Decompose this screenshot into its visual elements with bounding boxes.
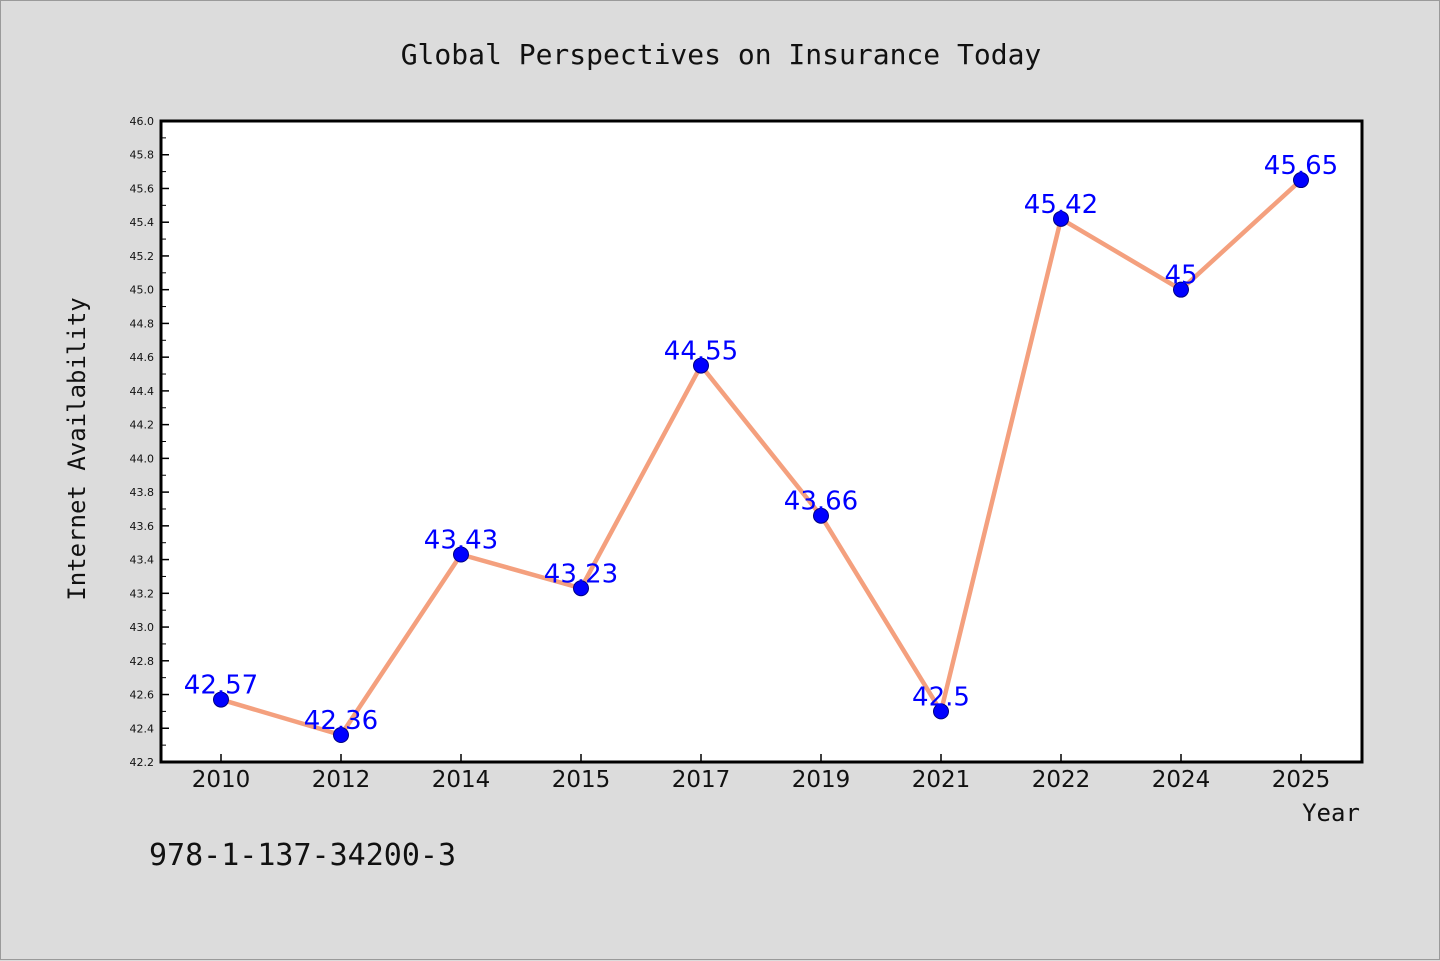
- footnote-isbn: 978-1-137-34200-3: [149, 838, 456, 873]
- data-label: 44.55: [664, 337, 738, 367]
- series-line: [220, 178, 1303, 738]
- data-label: 43.66: [784, 487, 858, 517]
- data-point: [1053, 210, 1069, 227]
- data-point: [213, 691, 229, 708]
- x-tick-label: 2019: [792, 767, 851, 793]
- y-tick-label: 44.8: [130, 317, 155, 330]
- y-tick-label: 42.8: [130, 655, 155, 668]
- chart-title: Global Perspectives on Insurance Today: [401, 38, 1042, 71]
- data-point: [573, 580, 589, 597]
- data-label: 42.36: [304, 706, 378, 736]
- y-tick-label: 42.6: [130, 689, 155, 702]
- y-tick-label: 43.8: [130, 486, 155, 499]
- y-tick-label: 44.6: [130, 351, 155, 364]
- data-point: [453, 546, 469, 563]
- y-axis-label: Internet Availability: [63, 297, 91, 600]
- data-point: [333, 727, 349, 744]
- y-tick-label: 45.4: [130, 216, 155, 229]
- y-tick-label: 46.0: [130, 115, 155, 128]
- x-tick-label: 2010: [192, 767, 251, 793]
- x-tick-label: 2012: [312, 767, 371, 793]
- data-labels: 42.57 42.36 43.43 43.23 44.55 43.66 42.5 45.42 4…: [184, 151, 1338, 736]
- data-label: 45.65: [1264, 151, 1338, 181]
- x-tick-label: 2015: [552, 767, 611, 793]
- data-point: [693, 357, 709, 374]
- y-tick-label: 45.2: [130, 250, 155, 263]
- y-tick-label: 43.2: [130, 587, 155, 600]
- data-label: 43.23: [544, 559, 618, 589]
- x-tick-label: 2014: [432, 767, 491, 793]
- data-point: [933, 703, 949, 720]
- data-label: 42.5: [912, 682, 970, 712]
- x-tick-label: 2024: [1152, 767, 1211, 793]
- y-tick-label: 44.2: [130, 419, 155, 432]
- data-label: 45: [1164, 261, 1197, 291]
- y-tick-label: 44.0: [130, 452, 155, 465]
- x-axis: 2010 2012 2014 2015 2017 2019 2021 2022 2024 2025: [192, 754, 1331, 793]
- y-axis: 42.2 42.4 42.6 42.8 43.0 43.2 43.4 43.6 43.8 44.0…: [130, 115, 169, 769]
- data-label: 45.42: [1024, 190, 1098, 220]
- y-tick-label: 43.0: [130, 621, 155, 634]
- x-axis-label: Year: [1302, 799, 1360, 827]
- y-tick-label: 45.6: [130, 182, 155, 195]
- data-point: [1173, 281, 1189, 298]
- y-tick-label: 42.2: [130, 756, 155, 769]
- y-tick-label: 44.4: [130, 385, 155, 398]
- x-tick-label: 2022: [1032, 767, 1091, 793]
- data-point: [1293, 172, 1309, 189]
- y-tick-label: 42.4: [130, 722, 155, 735]
- series-group: [213, 172, 1309, 744]
- y-tick-label: 43.4: [130, 554, 155, 567]
- x-tick-label: 2021: [912, 767, 971, 793]
- y-tick-label: 45.0: [130, 284, 155, 297]
- data-label: 43.43: [424, 526, 498, 556]
- data-point: [813, 507, 829, 524]
- x-tick-label: 2025: [1272, 767, 1331, 793]
- y-tick-label: 45.8: [130, 149, 155, 162]
- x-tick-label: 2017: [672, 767, 731, 793]
- y-tick-label: 43.6: [130, 520, 155, 533]
- data-label: 42.57: [184, 671, 258, 701]
